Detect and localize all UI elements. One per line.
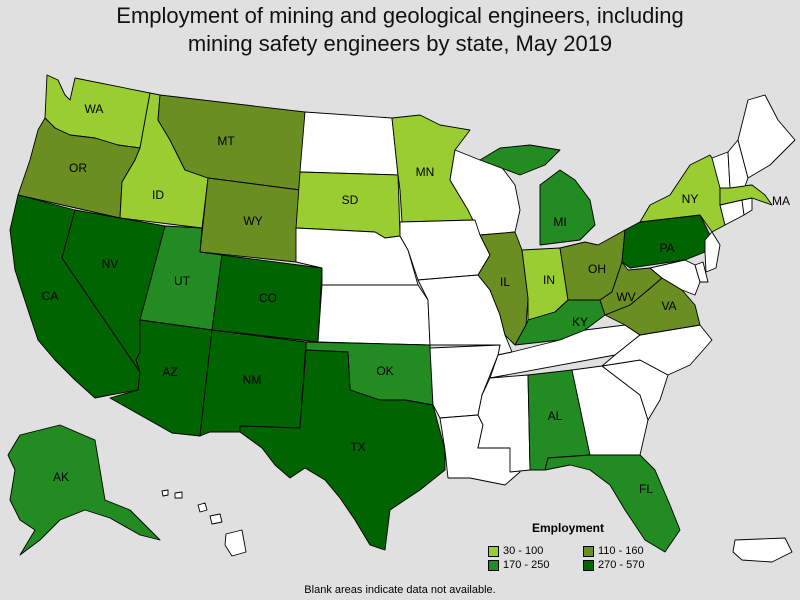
state-label-tx: TX [350,440,365,454]
legend-item-4: 270 - 570 [583,559,663,571]
title-line-2: mining safety engineers by state, May 20… [187,31,613,56]
legend: Employment 30 - 100 110 - 160 170 - 250 … [488,521,648,571]
state-label-al: AL [548,409,563,423]
state-nh[interactable] [727,139,749,189]
legend-item-3: 170 - 250 [488,559,583,571]
legend-label-3: 170 - 250 [503,559,550,571]
state-pr[interactable] [732,537,793,563]
state-label-mi: MI [553,215,566,229]
state-label-pa: PA [659,241,674,255]
legend-item-2: 110 - 160 [583,545,663,557]
state-ma[interactable] [719,184,773,206]
state-label-nm: NM [243,373,262,387]
state-ne[interactable] [295,227,419,286]
state-label-ny: NY [682,192,699,206]
state-fl[interactable] [544,454,681,553]
state-label-mn: MN [416,165,435,179]
state-wv[interactable] [599,261,663,316]
state-label-mt: MT [217,134,235,148]
state-label-wa: WA [85,102,104,116]
state-label-in: IN [543,273,555,287]
legend-swatch-1 [488,545,499,557]
legend-label-1: 30 - 100 [503,545,544,557]
legend-swatch-4 [583,559,594,571]
state-label-il: IL [500,275,510,289]
state-labels: WA OR CA ID NV MT WY UT AZ CO NM TX OK SD MN IL IN MI OH KY… [42,102,790,496]
state-me[interactable] [737,94,796,179]
legend-swatch-2 [583,545,594,557]
state-label-sd: SD [342,193,359,207]
map-title: Employment of mining and geological engi… [0,2,800,58]
state-label-wv: WV [616,290,635,304]
state-nj[interactable] [704,231,721,273]
state-de[interactable] [694,261,709,283]
state-label-ut: UT [174,274,191,288]
state-label-nv: NV [102,257,119,271]
footnote: Blank areas indicate data not available. [304,584,496,596]
legend-item-1: 30 - 100 [488,545,583,557]
state-label-co: CO [259,291,277,305]
state-label-va: VA [661,299,676,313]
state-md[interactable] [649,259,701,296]
title-line-1: Employment of mining and geological engi… [116,3,684,28]
state-label-az: AZ [162,365,177,379]
state-ak[interactable] [7,424,161,556]
state-il[interactable] [477,231,529,346]
state-label-ky: KY [572,315,588,329]
state-label-wy: WY [243,214,262,228]
state-label-or: OR [69,161,87,175]
state-label-ak: AK [53,470,69,484]
state-label-fl: FL [639,482,653,496]
legend-swatch-3 [488,559,499,571]
legend-label-4: 270 - 570 [598,559,645,571]
legend-items: 30 - 100 110 - 160 170 - 250 270 - 570 [488,545,648,571]
state-label-ma: MA [772,194,790,208]
state-label-ok: OK [376,364,393,378]
state-label-oh: OH [588,262,606,276]
state-label-ca: CA [42,289,59,303]
state-tx[interactable] [239,349,446,551]
state-hi[interactable] [161,489,247,557]
state-nd[interactable] [299,111,399,176]
state-mi[interactable] [479,144,596,246]
state-label-id: ID [152,188,164,202]
legend-title: Employment [532,521,605,535]
legend-label-2: 110 - 160 [598,545,644,557]
state-ks[interactable] [317,284,431,346]
state-ri[interactable] [741,197,753,216]
